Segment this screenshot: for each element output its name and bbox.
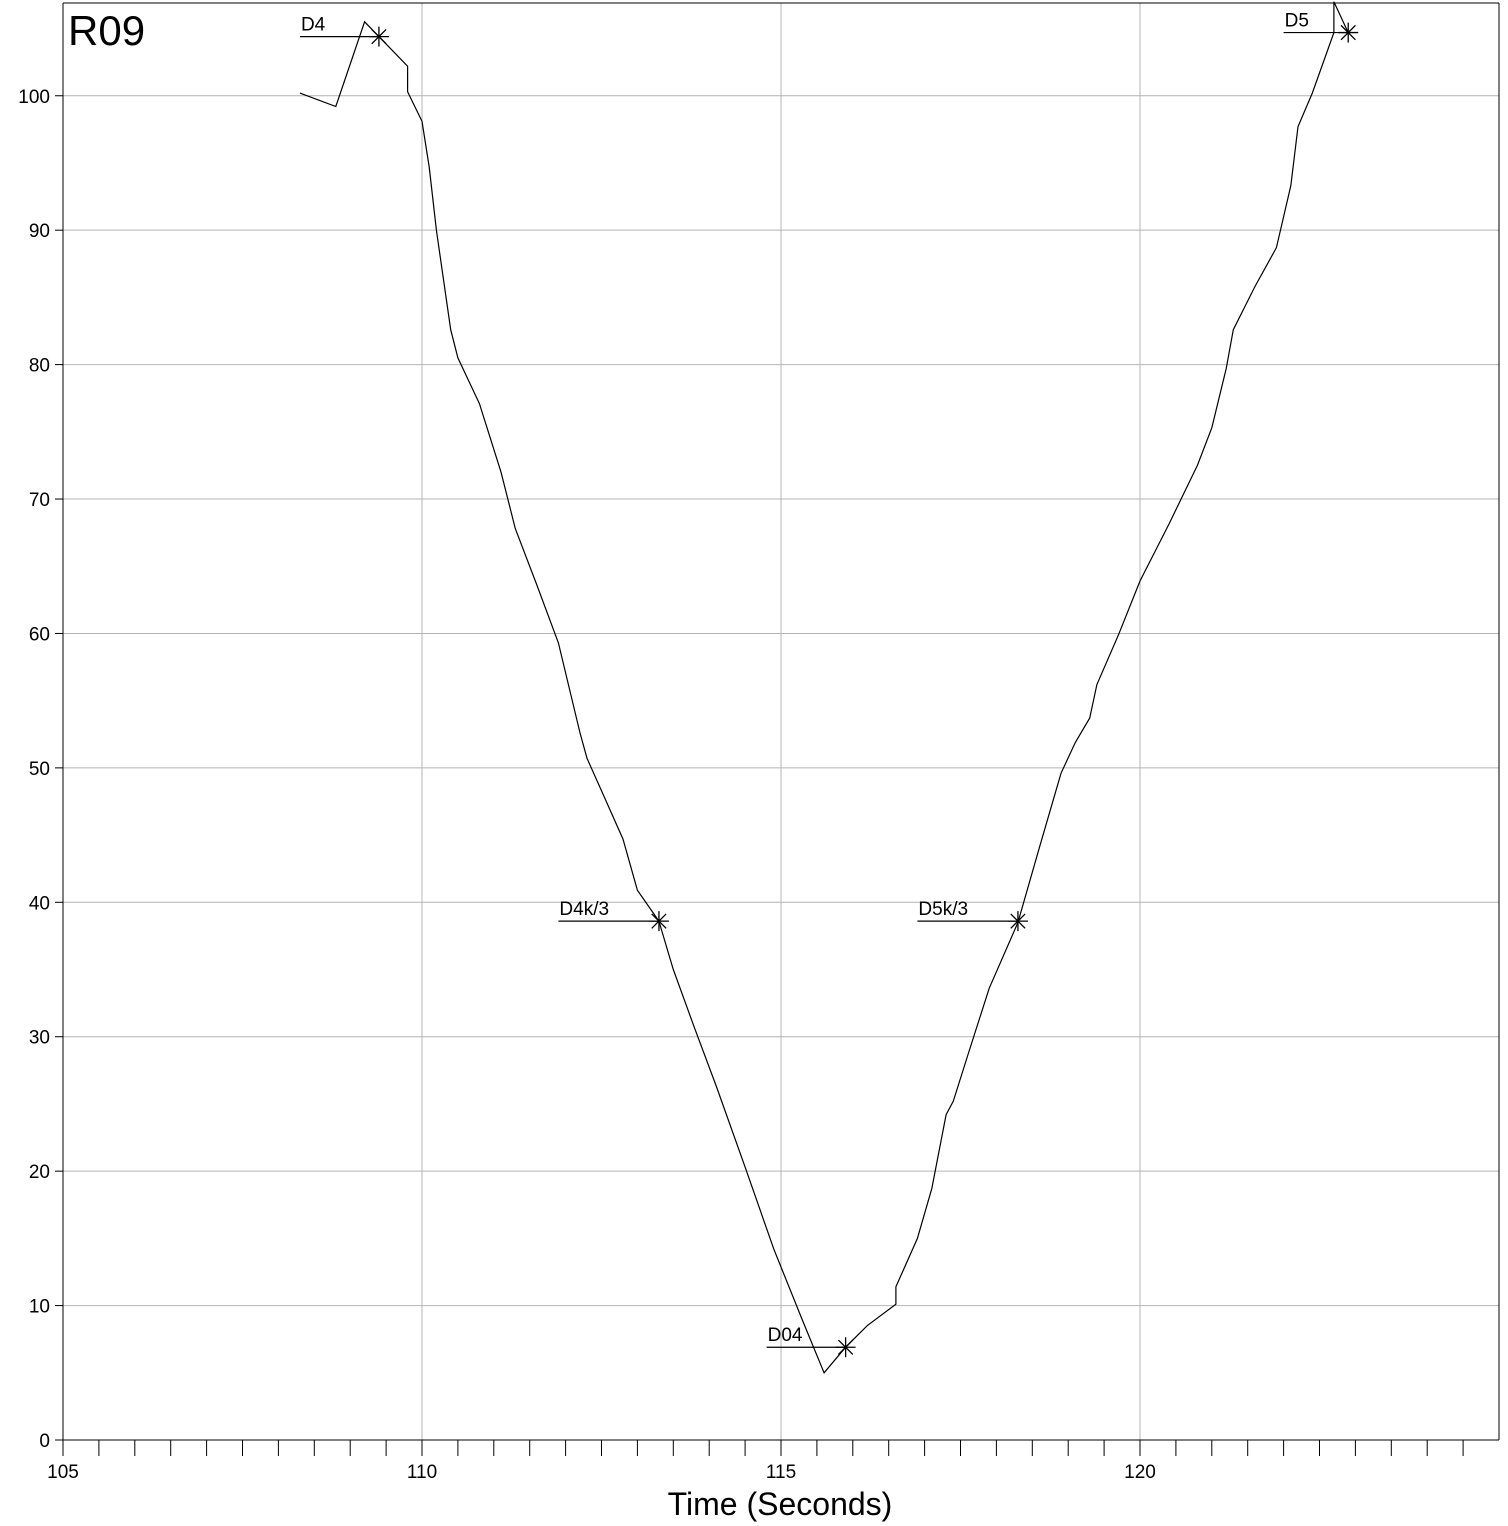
series-layer — [299, 1, 1349, 1374]
x-tick-label: 115 — [766, 1462, 796, 1483]
annotation-layer: D4 D4k/3 D04 D5k/3 D5 — [299, 11, 1359, 1358]
grid — [63, 3, 1499, 1440]
y-tick-label: 50 — [29, 759, 50, 780]
annotation-label: D5 — [1285, 11, 1309, 32]
annotation-label: D4 — [301, 15, 326, 36]
x-tick-label: 110 — [407, 1462, 437, 1483]
x-axis-label: Time (Seconds) — [668, 1486, 893, 1522]
annotation-d4: D4 — [299, 15, 389, 47]
x-tick-label: 105 — [47, 1462, 79, 1483]
y-tick-label: 90 — [29, 221, 50, 242]
annotation-label: D4k/3 — [559, 899, 609, 920]
chart-title: R09 — [68, 7, 145, 54]
star-marker — [368, 26, 389, 47]
y-tick-label: 20 — [29, 1162, 50, 1183]
annotation-label: D04 — [768, 1325, 803, 1346]
annotation-label: D5k/3 — [918, 899, 968, 920]
annotation-d5: D5 — [1283, 11, 1359, 43]
y-tick-label: 40 — [29, 893, 50, 914]
y-tick-label: 10 — [29, 1297, 50, 1318]
series-line — [299, 1, 1349, 1374]
y-tick-label: 0 — [39, 1431, 50, 1452]
star-marker — [648, 911, 669, 932]
x-tick-label: 120 — [1124, 1462, 1156, 1483]
annotation-d4k-3: D4k/3 — [558, 899, 669, 932]
y-tick-label: 30 — [29, 1028, 50, 1049]
star-marker — [835, 1337, 856, 1358]
annotation-d5k-3: D5k/3 — [917, 899, 1028, 932]
star-marker — [1007, 911, 1028, 932]
y-tick-label: 80 — [29, 356, 50, 377]
star-marker — [1338, 22, 1359, 43]
y-tick-label: 60 — [29, 624, 50, 645]
y-tick-label: 70 — [29, 490, 50, 511]
annotation-d04: D04 — [766, 1325, 856, 1358]
y-tick-label: 100 — [18, 87, 50, 108]
ticks: 105 110 115 120 0 10 20 30 40 50 60 70 80 90 100 — [18, 87, 1464, 1483]
